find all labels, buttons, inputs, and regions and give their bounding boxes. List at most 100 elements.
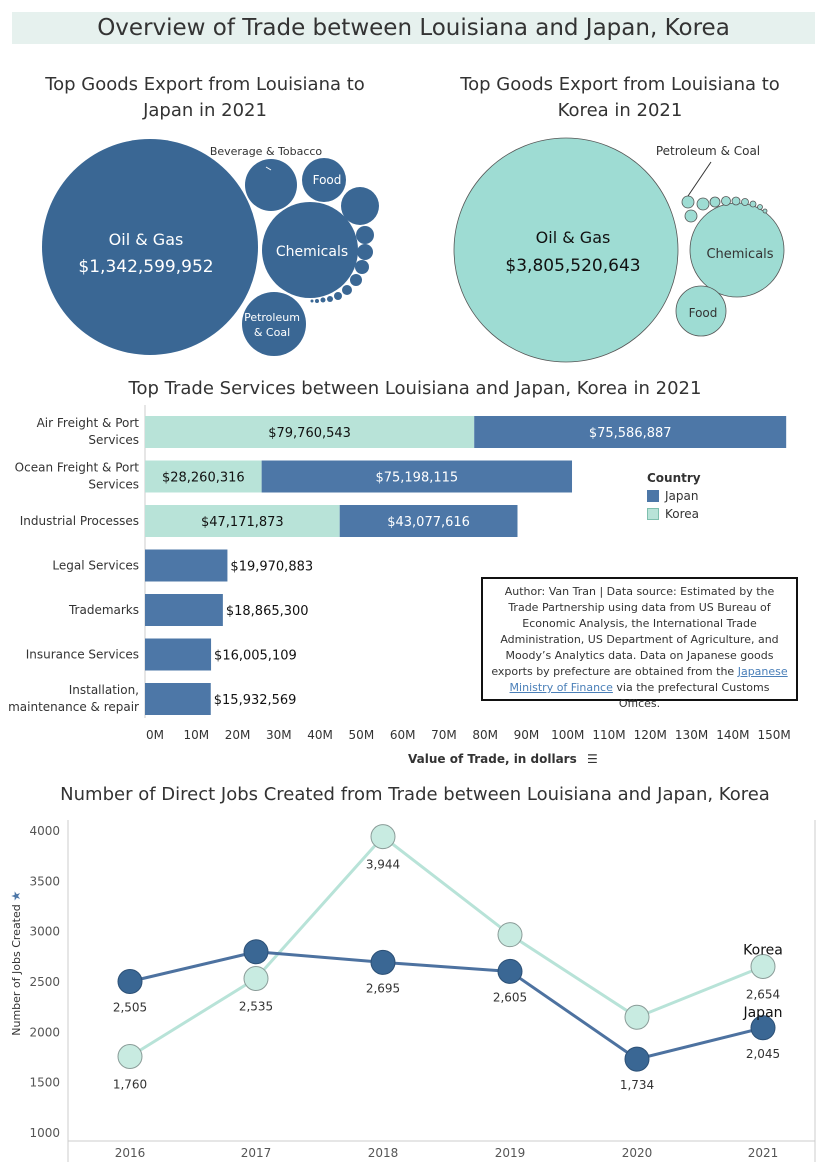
bubble-small-japan[interactable]: [334, 292, 342, 300]
bar-x-tick-label: 110M: [592, 728, 625, 742]
page-title: Overview of Trade between Louisiana and …: [12, 12, 815, 44]
line-point-japan[interactable]: [624, 1046, 650, 1072]
bar-japan[interactable]: [145, 683, 211, 715]
bubble-label-oil-gas-korea: Oil & Gas: [536, 228, 611, 247]
line-point-korea[interactable]: [117, 1043, 143, 1069]
line-x-tick-label: 2016: [115, 1146, 146, 1160]
line-data-label-korea: 2,535: [239, 999, 273, 1013]
sort-icon[interactable]: ☰: [586, 752, 598, 766]
bubble-food-korea[interactable]: [675, 285, 727, 337]
bubble-small-japan[interactable]: [320, 297, 326, 303]
legend-title: Country: [647, 471, 701, 485]
line-series-korea: [129, 834, 764, 1058]
bubble-chemicals-korea[interactable]: [689, 202, 785, 298]
bubble-small-korea[interactable]: [709, 196, 721, 208]
bar-japan[interactable]: [145, 594, 223, 626]
source-note: Author: Van Tran | Data source: Estimate…: [481, 577, 798, 710]
line-data-label-korea: 3,944: [366, 858, 400, 872]
legend-swatch-korea: [647, 508, 659, 520]
bubble-small-korea[interactable]: [757, 204, 763, 210]
bubble-petroleum-coal-japan[interactable]: [242, 292, 306, 356]
bubble-small-japan[interactable]: [356, 226, 374, 244]
bubble-chemicals-japan[interactable]: [262, 202, 358, 298]
line-x-tick-label: 2020: [622, 1146, 653, 1160]
line-x-tick-label: 2017: [241, 1146, 272, 1160]
line-point-korea[interactable]: [243, 965, 269, 991]
line-point-japan[interactable]: [750, 1015, 776, 1041]
bubble-small-japan[interactable]: [341, 187, 379, 225]
bar-japan[interactable]: [261, 460, 573, 493]
bar-label-japan: $16,005,109: [214, 649, 297, 664]
line-point-japan[interactable]: [243, 939, 269, 965]
line-series-japan: [129, 950, 764, 1061]
line-point-korea[interactable]: [497, 922, 523, 948]
bubble-small-korea[interactable]: [696, 197, 710, 211]
ministry-finance-link[interactable]: Japanese Ministry of Finance: [509, 665, 788, 694]
bar-category-label: Installation, maintenance & repair: [8, 683, 139, 714]
line-point-japan[interactable]: [370, 949, 396, 975]
legend-item-japan[interactable]: Japan: [647, 489, 701, 503]
bubble-small-korea[interactable]: [741, 198, 749, 206]
bubble-small-japan[interactable]: [350, 274, 362, 286]
bar-korea[interactable]: [145, 416, 475, 448]
bar-korea[interactable]: [145, 460, 262, 493]
bar-x-tick-label: 130M: [675, 728, 708, 742]
line-point-korea[interactable]: [750, 953, 776, 979]
bubble-small-japan[interactable]: [355, 260, 369, 274]
bar-korea[interactable]: [145, 505, 340, 537]
note-text-end: via the prefectural Customs Offices.: [612, 681, 770, 710]
bubble-small-korea[interactable]: [684, 209, 698, 223]
line-point-japan[interactable]: [497, 958, 523, 984]
bar-label-japan: $75,198,115: [375, 471, 458, 486]
bubble-small-korea[interactable]: [749, 200, 757, 208]
bar-category-label: Trademarks: [68, 603, 139, 617]
pin-icon[interactable]: ★: [9, 891, 23, 902]
bar-label-korea: $79,760,543: [268, 426, 351, 441]
bar-japan[interactable]: [339, 505, 518, 537]
bubble-leader-line: [265, 166, 272, 171]
bubble-label-food-korea: Food: [689, 306, 718, 320]
bar-japan[interactable]: [145, 638, 212, 671]
bubble-food-japan[interactable]: [302, 158, 346, 202]
bubble-small-japan[interactable]: [315, 299, 319, 303]
bar-x-tick-label: 90M: [514, 728, 540, 742]
legend-item-korea[interactable]: Korea: [647, 507, 701, 521]
bar-label-korea: $28,260,316: [162, 471, 245, 486]
series-end-label-japan: Japan: [742, 1005, 782, 1021]
line-y-tick-label: 2000: [29, 1025, 60, 1039]
bubble-small-korea[interactable]: [731, 196, 741, 206]
bubble-petroleum-coal-korea[interactable]: [681, 195, 695, 209]
bubble-small-japan[interactable]: [327, 296, 333, 302]
bubble-small-japan[interactable]: [357, 244, 373, 260]
bar-x-tick-label: 80M: [472, 728, 498, 742]
bubble-small-japan[interactable]: [310, 299, 314, 303]
bubble-beverage-tobacco-japan[interactable]: [245, 159, 297, 211]
bubble-label-chemicals-japan: Chemicals: [276, 244, 348, 260]
bar-x-tick-label: 150M: [757, 728, 790, 742]
line-y-tick-label: 3000: [29, 925, 60, 939]
line-data-label-japan: 2,045: [746, 1047, 780, 1061]
bubble-label-petroleum-japan: Petroleum & Coal: [244, 311, 300, 339]
line-point-japan[interactable]: [117, 968, 143, 994]
bar-x-tick-label: 40M: [307, 728, 333, 742]
bubble-small-korea[interactable]: [721, 196, 731, 206]
bubble-small-japan[interactable]: [342, 285, 352, 295]
jobs-line-title: Number of Direct Jobs Created from Trade…: [60, 784, 770, 805]
bubble-oil-gas-japan[interactable]: [42, 139, 258, 355]
bar-japan[interactable]: [145, 549, 228, 582]
bubble-label-chemicals-korea: Chemicals: [706, 247, 773, 262]
line-x-tick-label: 2021: [748, 1146, 779, 1160]
bar-x-tick-label: 120M: [634, 728, 667, 742]
bar-category-label: Industrial Processes: [20, 514, 139, 528]
note-text: Author: Van Tran | Data source: Estimate…: [491, 585, 779, 678]
line-point-korea[interactable]: [624, 1004, 650, 1030]
bar-category-label: Ocean Freight & Port Services: [15, 461, 140, 492]
bubble-oil-gas-korea[interactable]: [453, 137, 679, 363]
line-point-korea[interactable]: [370, 824, 396, 850]
bar-category-label: Legal Services: [52, 559, 139, 573]
bubble-small-korea[interactable]: [762, 208, 768, 214]
bar-japan[interactable]: [474, 416, 787, 448]
bar-category-label: Air Freight & Port Services: [37, 416, 140, 447]
line-data-label-korea: 2,654: [746, 987, 780, 1001]
bar-x-tick-label: 100M: [551, 728, 584, 742]
